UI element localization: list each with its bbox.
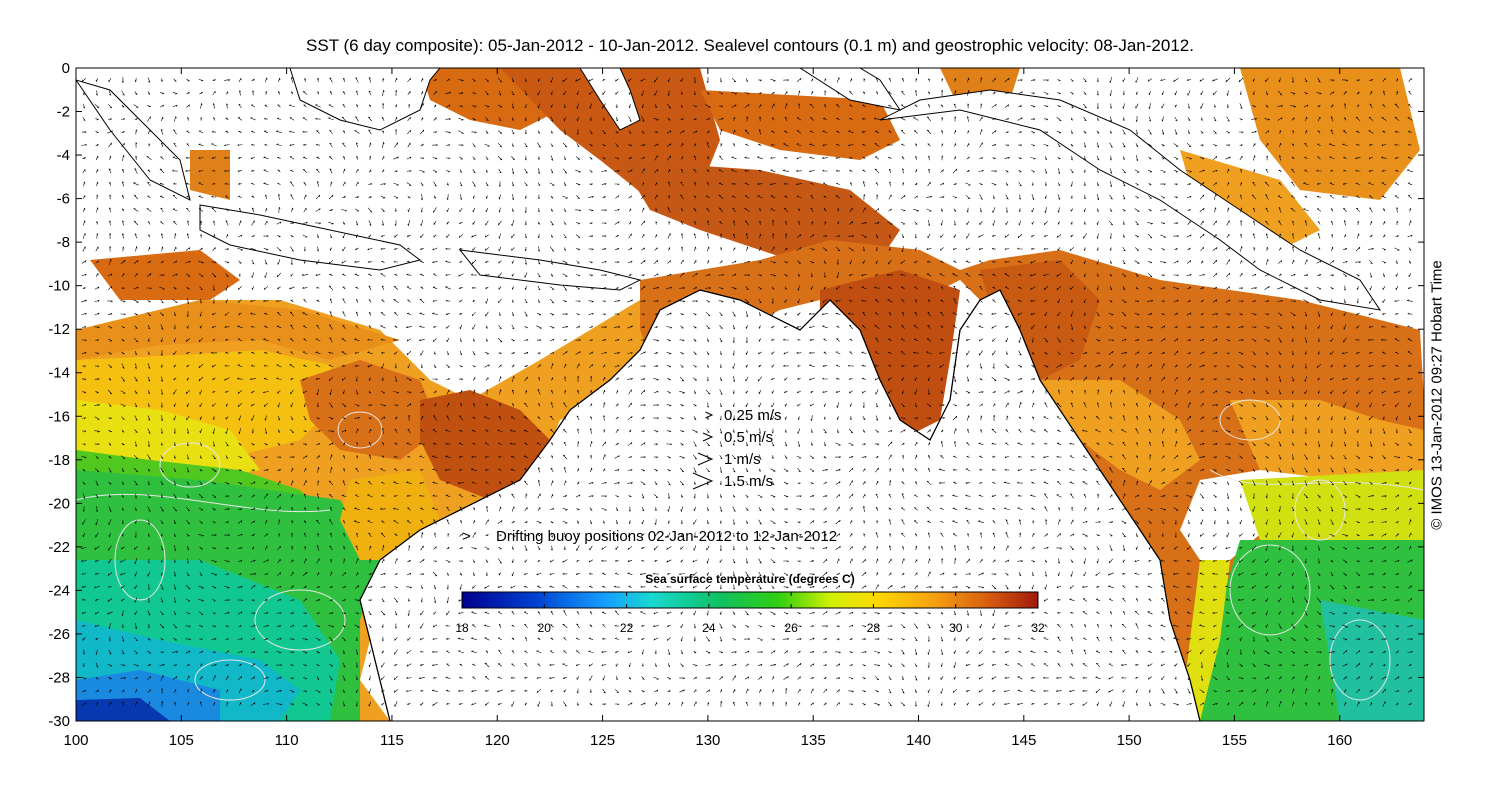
y-tick-label: -6 [57, 191, 70, 208]
y-tick-label: -4 [57, 147, 70, 164]
velocity-arrows [81, 76, 1414, 707]
y-tick-label: 0 [62, 60, 70, 77]
velocity-legend-arrow [697, 452, 714, 466]
velocity-legend-label: 1 m/s [724, 451, 761, 468]
x-tick-label: 135 [801, 732, 826, 749]
velocity-legend-label: 1.5 m/s [724, 473, 773, 490]
x-tick-label: 160 [1327, 732, 1352, 749]
velocity-legend-arrow [702, 432, 714, 442]
y-tick-label: -30 [48, 713, 70, 730]
y-tick-label: -24 [48, 582, 70, 599]
land [76, 68, 1382, 721]
y-tick-label: -10 [48, 278, 70, 295]
colorbar-tick-label: 30 [949, 621, 963, 635]
colorbar-tick-label: 20 [538, 621, 552, 635]
colorbar-tick-label: 32 [1031, 621, 1045, 635]
velocity-legend-label: 0.25 m/s [724, 407, 782, 424]
colorbar-tick-label: 18 [455, 621, 469, 635]
colorbar-tick-label: 28 [867, 621, 881, 635]
coastlines [359, 289, 1201, 721]
buoy-legend-label: Drifting buoy positions 02-Jan-2012 to 1… [496, 528, 837, 545]
x-tick-label: 145 [1011, 732, 1036, 749]
velocity-arrow-field [81, 76, 1414, 707]
x-tick-label: 155 [1222, 732, 1247, 749]
sst-field-west [76, 280, 720, 721]
y-tick-label: -26 [48, 626, 70, 643]
x-tick-label: 130 [695, 732, 720, 749]
x-tick-label: 140 [906, 732, 931, 749]
sealevel-contours [76, 399, 1424, 701]
y-tick-label: -2 [57, 104, 70, 121]
colorbar-title: Sea surface temperature (degrees C) [645, 572, 854, 586]
y-tick-label: -28 [48, 669, 70, 686]
y-tick-label: -20 [48, 495, 70, 512]
colorbar: Sea surface temperature (degrees C) 18 20… [455, 572, 1045, 635]
y-tick-label: -8 [57, 234, 70, 251]
y-tick-label: -18 [48, 452, 70, 469]
y-tick-label: -14 [48, 365, 70, 382]
colorbar-tick-label: 26 [784, 621, 798, 635]
velocity-legend-arrow [692, 472, 714, 490]
x-axis: 100 105 110 115 120 125 130 135 140 145 150 155 160 [63, 68, 1352, 749]
buoy-legend-marker: > [462, 528, 471, 545]
sst-field-east [640, 240, 1424, 721]
map-area [76, 68, 1424, 721]
velocity-legend-label: 0.5 m/s [724, 429, 773, 446]
colorbar-tick-label: 24 [702, 621, 716, 635]
x-tick-label: 125 [590, 732, 615, 749]
y-tick-label: -12 [48, 321, 70, 338]
x-tick-label: 105 [169, 732, 194, 749]
x-tick-label: 120 [485, 732, 510, 749]
x-tick-label: 110 [275, 732, 299, 749]
buoy-legend: > Drifting buoy positions 02-Jan-2012 to… [462, 528, 837, 545]
velocity-legend-arrow [705, 411, 714, 419]
credit-text: © IMOS 13-Jan-2012 09:27 Hobart Time [1428, 260, 1446, 530]
x-tick-label: 150 [1117, 732, 1142, 749]
velocity-legend: 0.25 m/s 0.5 m/s 1 m/s 1.5 m/s [692, 407, 782, 490]
x-tick-label: 115 [380, 732, 404, 749]
x-tick-label: 100 [63, 732, 88, 749]
map-title: SST (6 day composite): 05-Jan-2012 - 10-… [306, 36, 1194, 55]
y-axis: 0 -2 -4 -6 -8 -10 -12 -14 -16 -18 -20 -22 -24 -26 -28 -… [48, 60, 1424, 730]
y-tick-label: -22 [48, 539, 70, 556]
colorbar-ticks: 18 20 22 24 26 28 30 32 [455, 592, 1045, 635]
colorbar-gradient [461, 591, 1039, 609]
y-tick-label: -16 [48, 408, 70, 425]
plot-frame [75, 67, 1425, 722]
colorbar-tick-label: 22 [620, 621, 634, 635]
